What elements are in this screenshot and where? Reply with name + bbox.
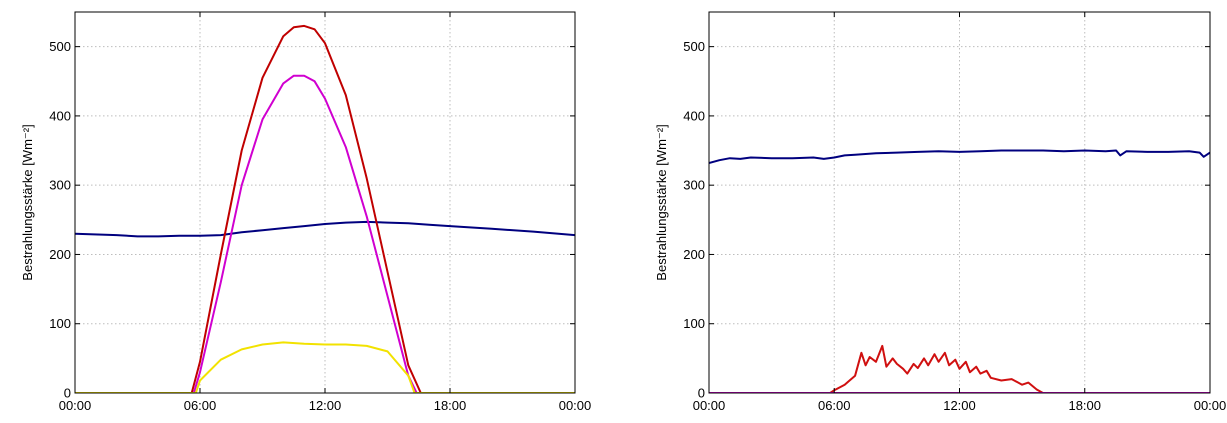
chart-right: 0 100 200 300 400 500 00:00 06:00 12:00 18:00 00:0…: [654, 11, 1227, 413]
y-tick-label: 300: [683, 178, 705, 193]
series-direct-line: [75, 74, 575, 393]
y-tick-label: 0: [698, 386, 705, 401]
x-tick-label: 12:00: [309, 398, 342, 413]
x-tick-label: 18:00: [1068, 398, 1101, 413]
y-tick-label: 100: [49, 316, 71, 331]
chart-left: 0 100 200 300 400 500 00:00 06:00 12:00 18:00 00:0…: [20, 11, 592, 413]
series-global-line: [75, 24, 575, 393]
y-tick-label: 0: [64, 386, 71, 401]
series-longwave-line: [75, 220, 575, 238]
series-diffuse-line: [75, 341, 575, 393]
series-group: [709, 149, 1210, 393]
x-tick-label: 00:00: [1194, 398, 1227, 413]
x-tick-label: 18:00: [434, 398, 467, 413]
x-tick-label: 12:00: [943, 398, 976, 413]
y-tick-label: 500: [683, 39, 705, 54]
y-axis-label: Bestrahlungsstärke [Wm⁻²]: [20, 124, 35, 280]
x-tick-label: 00:00: [693, 398, 726, 413]
y-tick-label: 200: [49, 247, 71, 262]
series-longwave-line: [709, 149, 1210, 164]
y-tick-label: 200: [683, 247, 705, 262]
series-global-line: [709, 344, 1210, 393]
y-tick-label: 400: [683, 108, 705, 123]
y-axis-label: Bestrahlungsstärke [Wm⁻²]: [654, 124, 669, 280]
y-tick-label: 300: [49, 178, 71, 193]
y-tick-label: 500: [49, 39, 71, 54]
x-tick-label: 00:00: [59, 398, 92, 413]
y-tick-label: 400: [49, 108, 71, 123]
x-tick-label: 06:00: [184, 398, 217, 413]
grid: [75, 12, 575, 393]
x-tick-label: 00:00: [559, 398, 592, 413]
grid: [709, 12, 1210, 393]
series-group: [75, 24, 575, 393]
y-tick-label: 100: [683, 316, 705, 331]
x-tick-label: 06:00: [818, 398, 851, 413]
